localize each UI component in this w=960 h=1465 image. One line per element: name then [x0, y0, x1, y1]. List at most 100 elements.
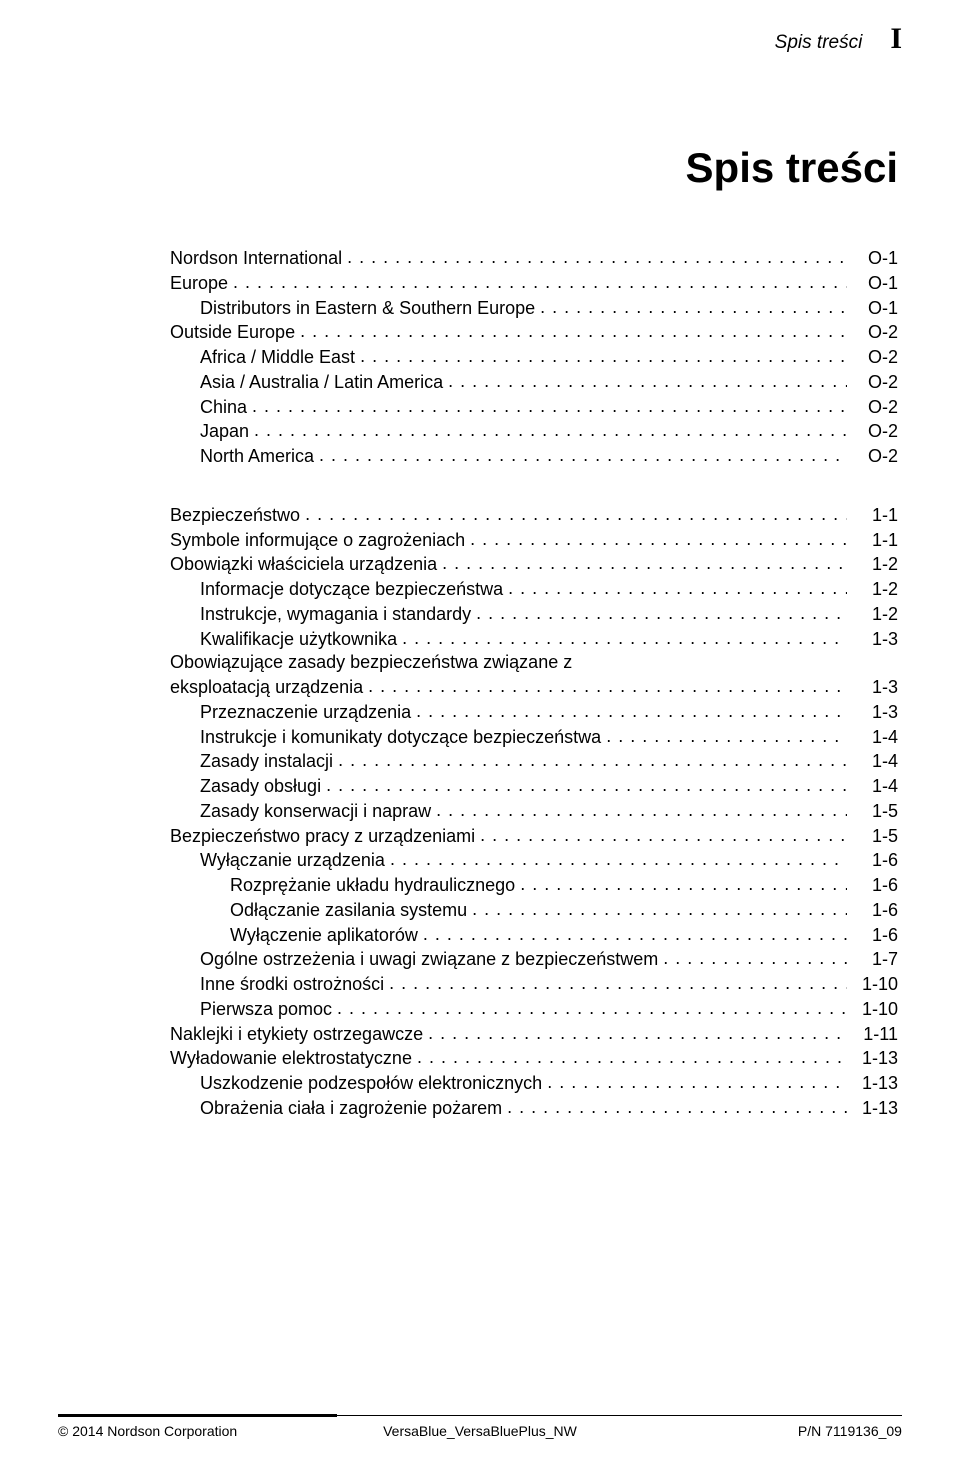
toc-leaders — [402, 627, 847, 645]
toc-row: Przeznaczenie urządzenia 1‑3 — [170, 700, 898, 725]
toc-page-number: 1‑4 — [852, 726, 898, 750]
toc-label: Uszkodzenie podzespołów elektronicznych — [200, 1072, 542, 1096]
toc-label: Japan — [200, 420, 249, 444]
toc-label: Obowiązujące zasady bezpieczeństwa związ… — [170, 651, 898, 675]
toc-label: Nordson International — [170, 247, 342, 271]
toc-page-number: 1‑3 — [852, 701, 898, 725]
toc-label: Odłączanie zasilania systemu — [230, 899, 467, 923]
toc-leaders — [508, 577, 847, 595]
toc-leaders — [338, 749, 847, 767]
toc-row: Instrukcje i komunikaty dotyczące bezpie… — [170, 725, 898, 750]
toc-row: Informacje dotyczące bezpieczeństwa1‑2 — [170, 577, 898, 602]
toc-row: Distributors in Eastern & Southern Europ… — [170, 296, 898, 321]
toc-row: Outside EuropeO‑2 — [170, 320, 898, 345]
toc-label: Pierwsza pomoc — [200, 998, 332, 1022]
toc-page-number: 1‑11 — [852, 1023, 898, 1047]
toc-label: North America — [200, 445, 314, 469]
toc-label: Obowiązki właściciela urządzenia — [170, 553, 437, 577]
toc-row: Bezpieczeństwo pracy z urządzeniami 1‑5 — [170, 824, 898, 849]
toc-label: Europe — [170, 272, 228, 296]
toc-label: Wyładowanie elektrostatyczne — [170, 1047, 412, 1071]
toc-page-number: O‑1 — [852, 247, 898, 271]
toc-row: Uszkodzenie podzespołów elektronicznych1… — [170, 1071, 898, 1096]
toc-leaders — [476, 602, 847, 620]
toc-label: Wyłączenie aplikatorów — [230, 924, 418, 948]
toc-label: Wyłączanie urządzenia — [200, 849, 385, 873]
toc-leaders — [448, 370, 847, 388]
toc-row: Kwalifikacje użytkownika1‑3 — [170, 627, 898, 652]
toc-row: Obrażenia ciała i zagrożenie pożarem1‑13 — [170, 1096, 898, 1121]
page-title: Spis treści — [96, 144, 898, 192]
toc-page-number: 1‑5 — [852, 825, 898, 849]
toc-leaders — [507, 1096, 847, 1114]
footer-copyright: © 2014 Nordson Corporation — [58, 1423, 339, 1439]
toc-row: Zasady instalacji1‑4 — [170, 749, 898, 774]
toc-leaders — [480, 824, 847, 842]
toc-label: Przeznaczenie urządzenia — [200, 701, 411, 725]
toc-leaders — [663, 947, 847, 965]
toc-leaders — [428, 1022, 847, 1040]
toc-row: Zasady konserwacji i napraw 1‑5 — [170, 799, 898, 824]
toc-row: Wyładowanie elektrostatyczne 1‑13 — [170, 1046, 898, 1071]
toc-label: Zasady konserwacji i napraw — [200, 800, 431, 824]
table-of-contents: Nordson InternationalO‑1EuropeO‑1Distrib… — [170, 246, 898, 1121]
toc-leaders — [319, 444, 847, 462]
toc-leaders — [547, 1071, 847, 1089]
toc-row: Naklejki i etykiety ostrzegawcze 1‑11 — [170, 1022, 898, 1047]
page-header: Spis treści I — [96, 22, 902, 56]
toc-label: Symbole informujące o zagrożeniach — [170, 529, 465, 553]
toc-row: Instrukcje, wymagania i standardy 1‑2 — [170, 602, 898, 627]
toc-page-number: 1‑6 — [852, 924, 898, 948]
toc-page-number: 1‑1 — [852, 504, 898, 528]
toc-leaders — [337, 997, 847, 1015]
toc-label: Inne środki ostrożności — [200, 973, 384, 997]
toc-label: Bezpieczeństwo pracy z urządzeniami — [170, 825, 475, 849]
toc-page-number: O‑1 — [852, 297, 898, 321]
toc-page-number: 1‑4 — [852, 775, 898, 799]
toc-page-number: 1‑13 — [852, 1047, 898, 1071]
toc-label: Distributors in Eastern & Southern Europ… — [200, 297, 535, 321]
toc-leaders — [470, 528, 847, 546]
toc-page-number: 1‑6 — [852, 899, 898, 923]
toc-page-number: O‑2 — [852, 445, 898, 469]
toc-leaders — [368, 675, 847, 693]
toc-label: eksploatacją urządzenia — [170, 676, 363, 700]
toc-label: Instrukcje, wymagania i standardy — [200, 603, 471, 627]
toc-row: EuropeO‑1 — [170, 271, 898, 296]
toc-leaders — [472, 898, 847, 916]
toc-row-continuation: eksploatacją urządzenia1‑3 — [170, 675, 898, 700]
toc-row: ChinaO‑2 — [170, 395, 898, 420]
footer-doc-id: VersaBlue_VersaBluePlus_NW — [339, 1423, 620, 1439]
page: Spis treści I Spis treści Nordson Intern… — [0, 0, 960, 1465]
toc-label: Instrukcje i komunikaty dotyczące bezpie… — [200, 726, 601, 750]
toc-label: Zasady instalacji — [200, 750, 333, 774]
toc-page-number: O‑2 — [852, 371, 898, 395]
toc-leaders — [326, 774, 847, 792]
toc-leaders — [389, 972, 847, 990]
toc-label: Naklejki i etykiety ostrzegawcze — [170, 1023, 423, 1047]
toc-leaders — [540, 296, 847, 314]
toc-row: Inne środki ostrożności1‑10 — [170, 972, 898, 997]
toc-row: Rozprężanie układu hydraulicznego1‑6 — [170, 873, 898, 898]
toc-label: Zasady obsługi — [200, 775, 321, 799]
toc-page-number: 1‑2 — [852, 553, 898, 577]
toc-row: Ogólne ostrzeżenia i uwagi związane z be… — [170, 947, 898, 972]
toc-row: JapanO‑2 — [170, 419, 898, 444]
footer-rule-thick — [58, 1414, 337, 1418]
section-gap — [170, 469, 898, 503]
toc-label: Africa / Middle East — [200, 346, 355, 370]
toc-row: North America O‑2 — [170, 444, 898, 469]
toc-leaders — [347, 246, 847, 264]
toc-label: Outside Europe — [170, 321, 295, 345]
toc-row: Bezpieczeństwo1‑1 — [170, 503, 898, 528]
toc-page-number: 1‑5 — [852, 800, 898, 824]
toc-row: Africa / Middle EastO‑2 — [170, 345, 898, 370]
toc-leaders — [442, 552, 847, 570]
toc-page-number: 1‑2 — [852, 603, 898, 627]
toc-leaders — [416, 700, 847, 718]
toc-label: China — [200, 396, 247, 420]
toc-row: Obowiązujące zasady bezpieczeństwa związ… — [170, 651, 898, 700]
toc-page-number: 1‑3 — [852, 628, 898, 652]
toc-label: Ogólne ostrzeżenia i uwagi związane z be… — [200, 948, 658, 972]
toc-leaders — [606, 725, 847, 743]
